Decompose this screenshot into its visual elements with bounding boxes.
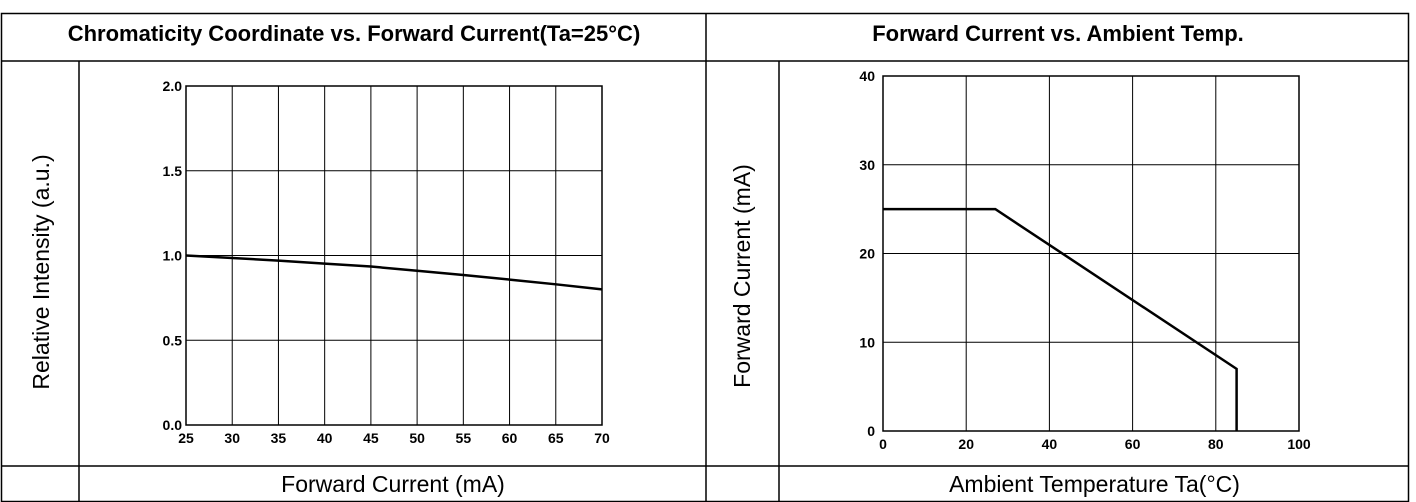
- chart-1-xtick-label: 25: [178, 430, 194, 446]
- chart-1-xtick-label: 40: [317, 430, 333, 446]
- chart-1-xtick-label: 55: [456, 430, 472, 446]
- chart-2-ytick-label: 20: [859, 246, 875, 262]
- chart-1-xtick-label: 30: [224, 430, 240, 446]
- chart-2-header: Forward Current vs. Ambient Temp.: [872, 21, 1244, 46]
- chart-1-xtick-label: 35: [271, 430, 287, 446]
- chart-1-xtick-label: 45: [363, 430, 379, 446]
- chart-2-xtick-label: 0: [879, 436, 887, 452]
- chart-1-ytick-label: 0.0: [163, 417, 183, 433]
- chart-2-xtick-label: 20: [958, 436, 974, 452]
- chart-2-xtick-label: 40: [1042, 436, 1058, 452]
- chart-1-ytick-label: 0.5: [163, 332, 183, 348]
- chart-2-xlabel: Ambient Temperature Ta(°C): [949, 471, 1240, 497]
- chart-1-ytick-label: 1.5: [163, 163, 183, 179]
- chart-1-xtick-label: 50: [409, 430, 425, 446]
- chart-2-plot-border: [882, 75, 1300, 432]
- chart-2-xtick-label: 100: [1287, 436, 1311, 452]
- chart-2-ytick-label: 10: [859, 334, 875, 350]
- chart-1-xtick-label: 70: [594, 430, 610, 446]
- chart-2-ytick-label: 30: [859, 157, 875, 173]
- chart-2-ytick-label: 0: [867, 423, 875, 439]
- chart-2-xtick-label: 60: [1125, 436, 1141, 452]
- chart-1-ytick-label: 1.0: [163, 248, 183, 264]
- chart-1-xlabel: Forward Current (mA): [281, 471, 505, 497]
- chart-1-xtick-label: 65: [548, 430, 564, 446]
- chart-2-xtick-label: 80: [1208, 436, 1224, 452]
- chart-2-ylabel: Forward Current (mA): [729, 164, 755, 388]
- chart-2-ytick-label: 40: [859, 68, 875, 84]
- chart-1-ylabel: Relative Intensity (a.u.): [28, 154, 54, 389]
- chart-1-series-line: [185, 254, 603, 291]
- chart-2-grid: 0 20 40 60 80 100 0 10 20 30 40: [859, 68, 1310, 452]
- chart-2-series-line: [883, 207, 1238, 431]
- chart-1-xtick-label: 60: [502, 430, 518, 446]
- chart-1-ytick-label: 2.0: [163, 78, 183, 94]
- chart-1-header: Chromaticity Coordinate vs. Forward Curr…: [67, 21, 641, 46]
